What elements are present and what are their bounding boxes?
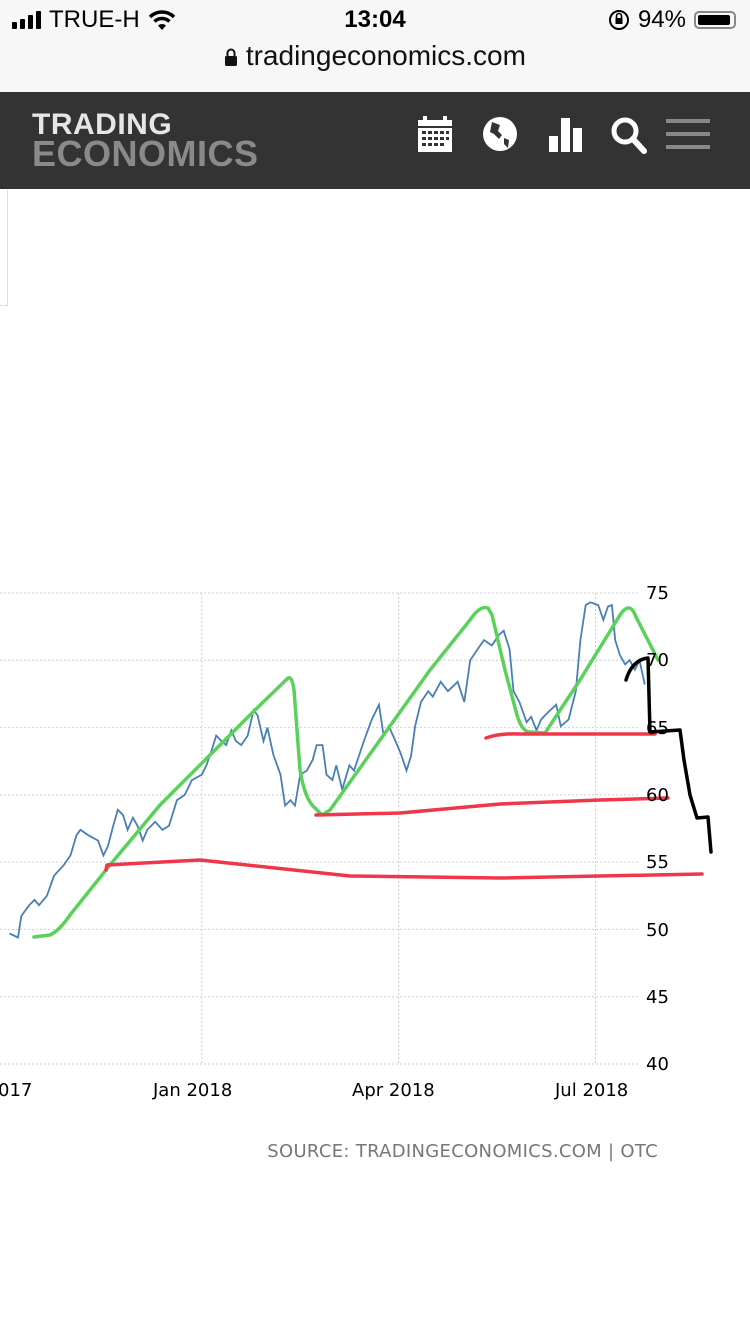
annotation-red-line-55	[104, 858, 704, 880]
address-bar[interactable]: tradingeconomics.com	[0, 40, 750, 72]
annotation-black-projection	[624, 656, 713, 854]
site-logo[interactable]: TRADING ECONOMICS	[32, 108, 259, 174]
menu-icon[interactable]	[664, 114, 712, 154]
logo-line2: ECONOMICS	[32, 133, 259, 174]
calendar-icon[interactable]	[415, 114, 455, 154]
search-icon[interactable]	[608, 114, 648, 154]
chart-source[interactable]: SOURCE: TRADINGECONOMICS.COM | OTC	[267, 1141, 658, 1162]
signal-icon	[12, 11, 41, 29]
battery-percent: 94%	[637, 6, 686, 33]
y-tick-label: 50	[646, 920, 669, 941]
battery-icon	[694, 11, 736, 29]
y-tick-label: 65	[646, 718, 669, 739]
rotation-lock-icon	[608, 10, 629, 30]
bar-chart-icon[interactable]	[546, 114, 586, 154]
battery-status: 94%	[608, 6, 736, 34]
status-bar: TRUE-H 13:04 94% tradingeconomics.com	[0, 0, 750, 92]
hand-drawn-annotations	[32, 605, 713, 939]
lock-icon	[225, 48, 238, 66]
carrier-signal: TRUE-H	[12, 6, 176, 34]
price-series-line	[9, 601, 646, 939]
chart-grid	[0, 592, 640, 1065]
collapsed-panel	[0, 190, 8, 306]
globe-icon[interactable]	[480, 114, 520, 154]
url-text: tradingeconomics.com	[245, 40, 526, 71]
clock: 13:04	[344, 6, 406, 33]
logo-line1: TRADING	[32, 108, 173, 141]
y-tick-label: 60	[646, 785, 669, 806]
site-header: TRADING ECONOMICS	[0, 92, 750, 189]
x-tick-label: 017	[0, 1080, 33, 1101]
y-tick-label: 40	[646, 1054, 669, 1075]
x-tick-label: Jan 2018	[153, 1080, 233, 1101]
y-tick-label: 75	[646, 583, 669, 604]
carrier-name: TRUE-H	[49, 6, 140, 33]
x-tick-label: Apr 2018	[352, 1080, 435, 1101]
wifi-icon	[148, 10, 175, 30]
y-tick-label: 55	[646, 852, 669, 873]
annotation-red-line-65	[484, 732, 657, 740]
annotation-red-line-60	[314, 796, 670, 817]
y-tick-label: 45	[646, 987, 669, 1008]
annotation-green-wave	[32, 605, 660, 939]
y-tick-label: 70	[646, 650, 669, 671]
x-tick-label: Jul 2018	[555, 1080, 629, 1101]
